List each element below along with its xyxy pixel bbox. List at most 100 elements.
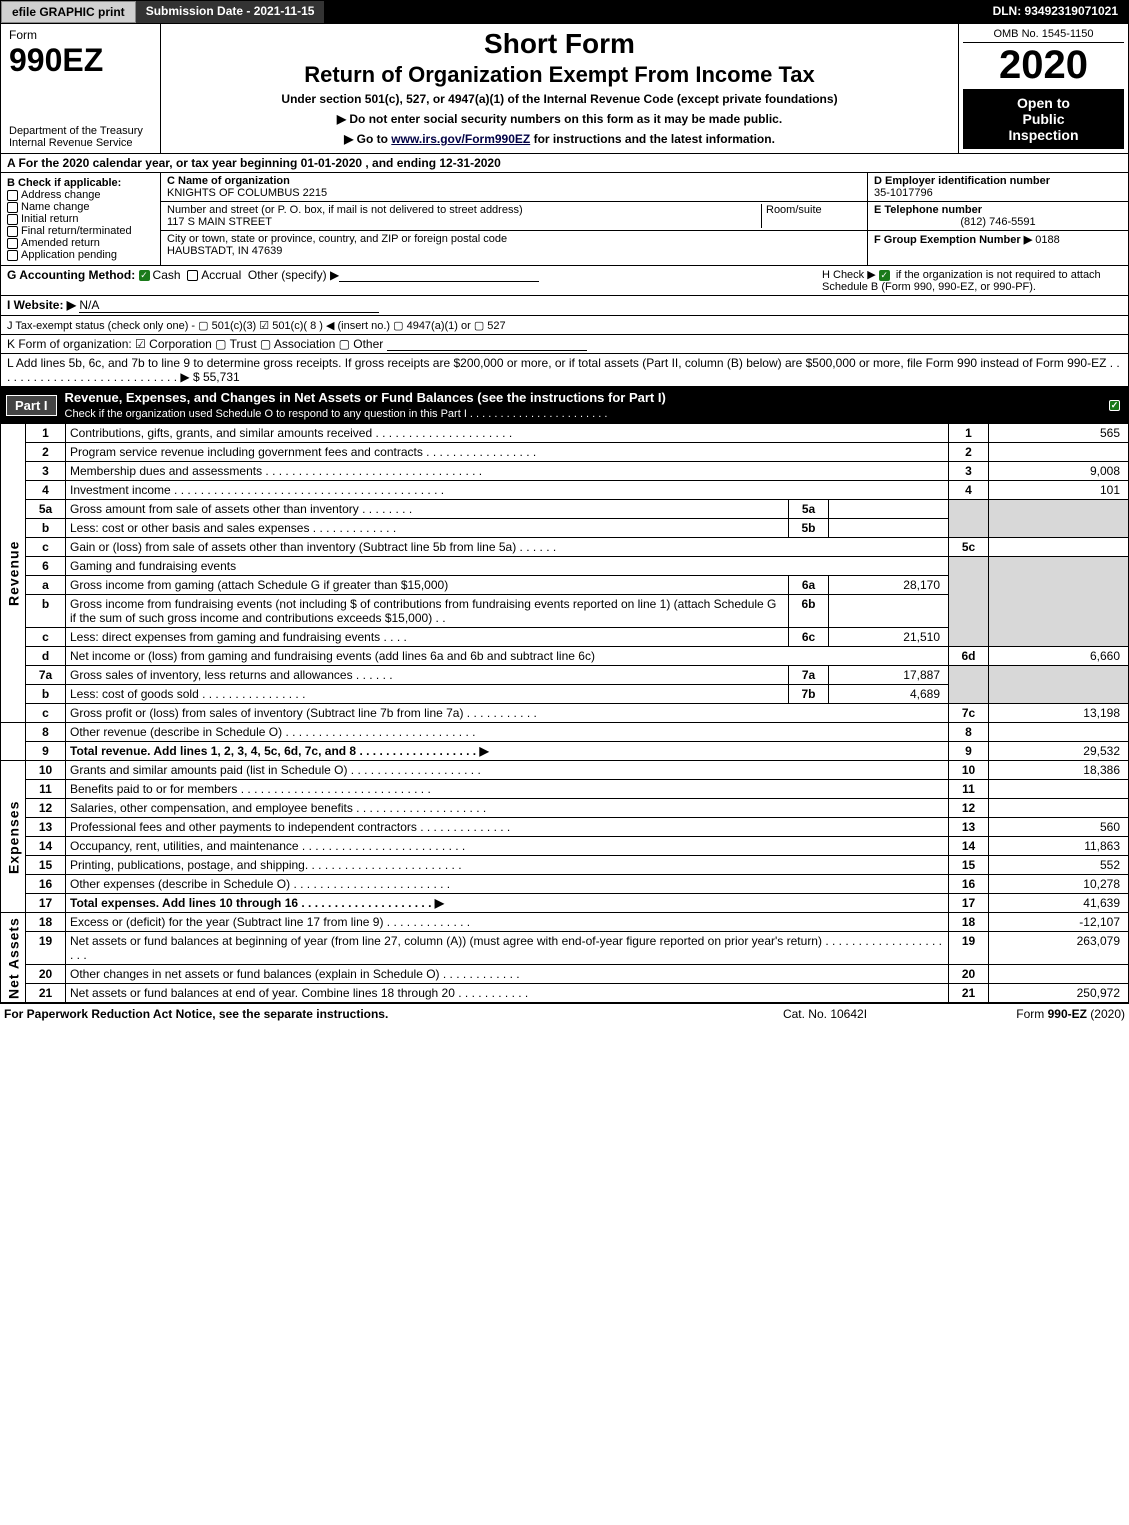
- l4-r: 4: [949, 481, 989, 500]
- l5b-sv: [829, 519, 949, 538]
- line-5c: c Gain or (loss) from sale of assets oth…: [1, 538, 1129, 557]
- part-i-table: Revenue 1 Contributions, gifts, grants, …: [0, 423, 1129, 1003]
- row-k-text: K Form of organization: ☑ Corporation ▢ …: [7, 337, 383, 351]
- l10-num: 10: [26, 761, 66, 780]
- box-e-label: E Telephone number: [874, 204, 1122, 216]
- form-word: Form: [9, 28, 152, 42]
- l5ab-shade-r: [949, 500, 989, 538]
- line-7a: 7a Gross sales of inventory, less return…: [1, 666, 1129, 685]
- chk-initial-return[interactable]: [7, 214, 18, 225]
- chk-final-return[interactable]: [7, 226, 18, 237]
- l7b-sv: 4,689: [829, 685, 949, 704]
- form-number: 990EZ: [9, 42, 152, 79]
- chk-cash[interactable]: ✓: [139, 270, 150, 281]
- line-4: 4 Investment income . . . . . . . . . . …: [1, 481, 1129, 500]
- line-7c: c Gross profit or (loss) from sales of i…: [1, 704, 1129, 723]
- box-b-title: B Check if applicable:: [7, 177, 154, 189]
- l6b-desc: Gross income from fundraising events (no…: [66, 595, 789, 628]
- part-i-header: Part I Revenue, Expenses, and Changes in…: [0, 387, 1129, 423]
- irs-link[interactable]: www.irs.gov/Form990EZ: [391, 132, 530, 146]
- l9-num: 9: [26, 742, 66, 761]
- l6b-num: b: [26, 595, 66, 628]
- org-name: KNIGHTS OF COLUMBUS 2215: [167, 187, 861, 199]
- l2-num: 2: [26, 443, 66, 462]
- l1-r: 1: [949, 424, 989, 443]
- l19-num: 19: [26, 932, 66, 965]
- open-to-public: Open to Public Inspection: [963, 89, 1124, 149]
- l16-num: 16: [26, 875, 66, 894]
- line-21: 21 Net assets or fund balances at end of…: [1, 984, 1129, 1003]
- line-20: 20 Other changes in net assets or fund b…: [1, 965, 1129, 984]
- l21-desc: Net assets or fund balances at end of ye…: [66, 984, 949, 1003]
- l5a-desc: Gross amount from sale of assets other t…: [66, 500, 789, 519]
- l18-num: 18: [26, 913, 66, 932]
- line-18: Net Assets 18 Excess or (deficit) for th…: [1, 913, 1129, 932]
- row-g-h: G Accounting Method: ✓Cash Accrual Other…: [0, 266, 1129, 296]
- opt-application-pending: Application pending: [21, 249, 117, 261]
- org-city: HAUBSTADT, IN 47639: [167, 245, 861, 257]
- l17-r: 17: [949, 894, 989, 913]
- line-12: 12 Salaries, other compensation, and emp…: [1, 799, 1129, 818]
- chk-amended-return[interactable]: [7, 238, 18, 249]
- opt-initial-return: Initial return: [21, 213, 78, 225]
- l16-desc: Other expenses (describe in Schedule O) …: [66, 875, 949, 894]
- box-c: C Name of organization KNIGHTS OF COLUMB…: [161, 173, 868, 265]
- efile-print-button[interactable]: efile GRAPHIC print: [1, 1, 136, 23]
- l3-num: 3: [26, 462, 66, 481]
- return-title: Return of Organization Exempt From Incom…: [169, 62, 950, 88]
- l7c-val: 13,198: [989, 704, 1129, 723]
- omb-number: OMB No. 1545-1150: [963, 28, 1124, 43]
- l3-desc: Membership dues and assessments . . . . …: [66, 462, 949, 481]
- dept-treasury: Department of the Treasury: [9, 125, 152, 137]
- opt-final-return: Final return/terminated: [21, 225, 132, 237]
- row-j: J Tax-exempt status (check only one) - ▢…: [0, 316, 1129, 335]
- row-g-label: G Accounting Method:: [7, 268, 135, 282]
- l16-r: 16: [949, 875, 989, 894]
- l2-r: 2: [949, 443, 989, 462]
- chk-address-change[interactable]: [7, 190, 18, 201]
- footer-right-form: 990-EZ: [1048, 1007, 1087, 1021]
- submission-date: Submission Date - 2021-11-15: [136, 1, 325, 23]
- box-c-city-label: City or town, state or province, country…: [167, 233, 861, 245]
- l18-r: 18: [949, 913, 989, 932]
- l10-val: 18,386: [989, 761, 1129, 780]
- org-street: 117 S MAIN STREET: [167, 216, 761, 228]
- l20-num: 20: [26, 965, 66, 984]
- l7a-desc: Gross sales of inventory, less returns a…: [66, 666, 789, 685]
- row-h-pre: H Check ▶: [822, 269, 876, 281]
- chk-accrual[interactable]: [187, 270, 198, 281]
- box-d-e-f: D Employer identification number 35-1017…: [868, 173, 1128, 265]
- l6c-lab: 6c: [789, 628, 829, 647]
- row-k: K Form of organization: ☑ Corporation ▢ …: [0, 335, 1129, 354]
- l10-r: 10: [949, 761, 989, 780]
- l8-desc: Other revenue (describe in Schedule O) .…: [66, 723, 949, 742]
- l6a-desc: Gross income from gaming (attach Schedul…: [66, 576, 789, 595]
- chk-schedule-o[interactable]: ✓: [1109, 400, 1120, 411]
- l5b-lab: 5b: [789, 519, 829, 538]
- warning-ssn: ▶ Do not enter social security numbers o…: [169, 112, 950, 126]
- l14-num: 14: [26, 837, 66, 856]
- l12-num: 12: [26, 799, 66, 818]
- line-2: 2 Program service revenue including gove…: [1, 443, 1129, 462]
- l4-num: 4: [26, 481, 66, 500]
- l20-r: 20: [949, 965, 989, 984]
- l6c-sv: 21,510: [829, 628, 949, 647]
- footer-right: Form 990-EZ (2020): [925, 1007, 1125, 1021]
- chk-name-change[interactable]: [7, 202, 18, 213]
- box-c-name-label: C Name of organization: [167, 175, 861, 187]
- chk-schedule-b[interactable]: ✓: [879, 270, 890, 281]
- box-b: B Check if applicable: Address change Na…: [1, 173, 161, 265]
- opt-other: Other (specify) ▶: [248, 268, 339, 282]
- row-j-text: J Tax-exempt status (check only one) - ▢…: [7, 320, 506, 332]
- l13-val: 560: [989, 818, 1129, 837]
- l12-desc: Salaries, other compensation, and employ…: [66, 799, 949, 818]
- vlabel-revenue: Revenue: [1, 424, 26, 723]
- chk-application-pending[interactable]: [7, 250, 18, 261]
- opt-accrual: Accrual: [201, 268, 241, 282]
- vlabel-net-assets: Net Assets: [1, 913, 26, 1003]
- l9-r: 9: [949, 742, 989, 761]
- line-11: 11 Benefits paid to or for members . . .…: [1, 780, 1129, 799]
- part-i-sub: Check if the organization used Schedule …: [65, 408, 608, 420]
- room-suite-label: Room/suite: [766, 204, 861, 216]
- l5c-r: 5c: [949, 538, 989, 557]
